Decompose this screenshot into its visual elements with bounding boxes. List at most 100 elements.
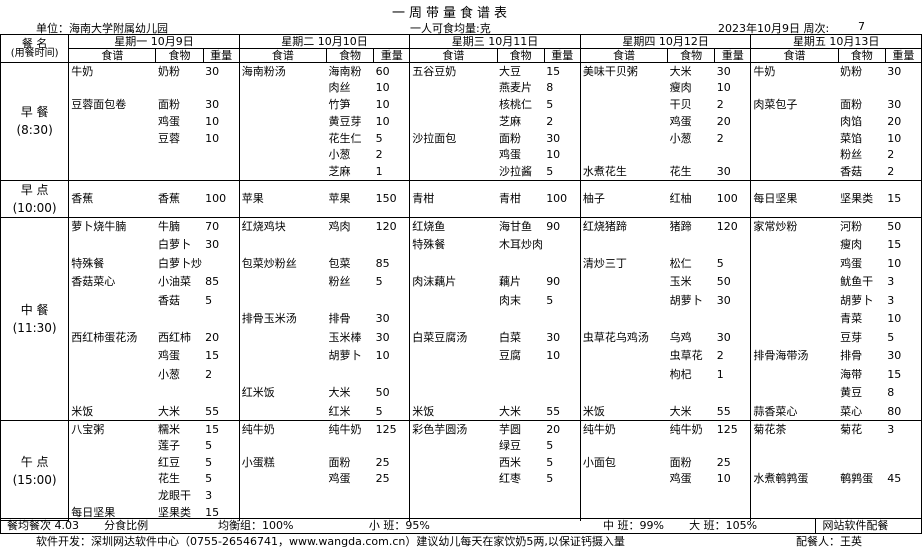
menu-row: 红豆 5 小蛋糕 面粉 25 西米 5 小面包 面粉 25 [1, 453, 922, 471]
food: 红柚 [667, 179, 715, 218]
food [497, 310, 544, 329]
food: 面粉 [328, 455, 351, 469]
dish [238, 470, 327, 488]
food: 青柑 [497, 179, 545, 218]
dish [409, 163, 498, 181]
meal-label: 早 餐 (8:30) [0, 62, 70, 181]
footer-cell: 均衡组：100% [218, 519, 294, 532]
meal-label: 午 点 (15:00) [0, 420, 70, 522]
food: 胡萝卜 [669, 293, 703, 307]
weight: 10 [885, 309, 922, 329]
dish [68, 112, 156, 130]
dish [579, 346, 668, 366]
dish [68, 235, 156, 255]
weight [203, 79, 240, 97]
weight [203, 146, 240, 164]
weight [544, 487, 581, 505]
weight [373, 291, 411, 310]
food: 白萝卜 [157, 238, 191, 252]
weight: 10 [203, 112, 240, 130]
weight: 8 [544, 79, 581, 97]
food [497, 365, 544, 384]
weight: 55 [203, 402, 240, 421]
weight: 125 [714, 420, 752, 438]
dish [238, 272, 327, 292]
column-header: 食物 [837, 48, 886, 63]
weight: 15 [885, 365, 922, 384]
food [838, 79, 885, 96]
weight: 2 [714, 96, 752, 113]
weight: 50 [714, 272, 752, 292]
dish [409, 146, 498, 164]
food: 菜馅 [840, 131, 863, 145]
food [156, 310, 203, 329]
weight: 25 [373, 453, 411, 471]
weight [714, 487, 752, 505]
food: 核桃仁 [499, 97, 533, 111]
food: 小油菜 [157, 275, 191, 289]
dish [68, 470, 156, 488]
meal-time: (8:30) [16, 123, 53, 138]
dish: 红烧鸡块 [238, 216, 327, 236]
food [327, 487, 374, 504]
dish [409, 470, 498, 488]
dish [750, 504, 839, 521]
dish [750, 129, 839, 147]
dish [238, 504, 327, 521]
food: 排骨 [840, 349, 863, 363]
dish [750, 291, 839, 310]
weight: 30 [203, 96, 240, 113]
dish [68, 291, 156, 310]
dish [238, 328, 327, 347]
food: 肉丝 [328, 81, 351, 95]
meal-label: 早 点 (10:00) [0, 179, 70, 218]
dish [238, 346, 327, 366]
weight [373, 235, 411, 255]
weight: 10 [373, 346, 411, 366]
weight [885, 437, 922, 454]
dish: 水煮鹌鹑蛋 [750, 470, 839, 488]
food: 鸡蛋 [840, 256, 863, 270]
dish: 沙拉面包 [409, 129, 498, 147]
dish [750, 254, 839, 273]
menu-row: 龙眼干 3 [1, 487, 922, 505]
weight [714, 504, 752, 521]
menu-row: 白萝卜 30 特殊餐 木耳炒肉 瘦肉 15 [1, 235, 922, 255]
dish [68, 129, 156, 147]
food: 牛腩 [155, 216, 204, 236]
day-header: 星期二 10月10日 [238, 34, 411, 49]
dish: 小蛋糕 [238, 453, 327, 471]
weight: 5 [885, 328, 922, 347]
dish [409, 96, 498, 113]
weight: 1 [714, 365, 752, 384]
weight: 100 [714, 179, 752, 218]
weight: 10 [885, 254, 922, 273]
food: 芝麻 [499, 114, 522, 128]
food: 瘦肉 [840, 238, 863, 252]
day-header: 星期四 10月12日 [579, 34, 752, 49]
dish [238, 235, 327, 255]
weight [203, 254, 240, 273]
weight: 10 [544, 346, 581, 366]
column-header: 食谱 [68, 48, 157, 63]
food [668, 487, 715, 504]
dish: 特殊餐 [68, 254, 156, 273]
weight: 10 [373, 96, 411, 113]
dish [409, 487, 498, 505]
food: 芝麻 [328, 164, 351, 178]
food: 鸡蛋 [157, 114, 180, 128]
food: 海甘鱼 [497, 216, 545, 236]
dish [579, 129, 668, 147]
dish [579, 96, 668, 113]
weight [885, 79, 922, 97]
weight: 10 [203, 129, 240, 147]
dish: 西红柿蛋花汤 [68, 328, 156, 347]
food: 猪蹄 [667, 216, 715, 236]
dish [409, 453, 498, 471]
dish: 彩色芋圆汤 [409, 420, 498, 438]
dish [579, 470, 668, 488]
weight: 5 [203, 437, 240, 454]
dish [750, 437, 839, 454]
dish: 米饭 [409, 402, 498, 421]
weight [885, 453, 922, 471]
